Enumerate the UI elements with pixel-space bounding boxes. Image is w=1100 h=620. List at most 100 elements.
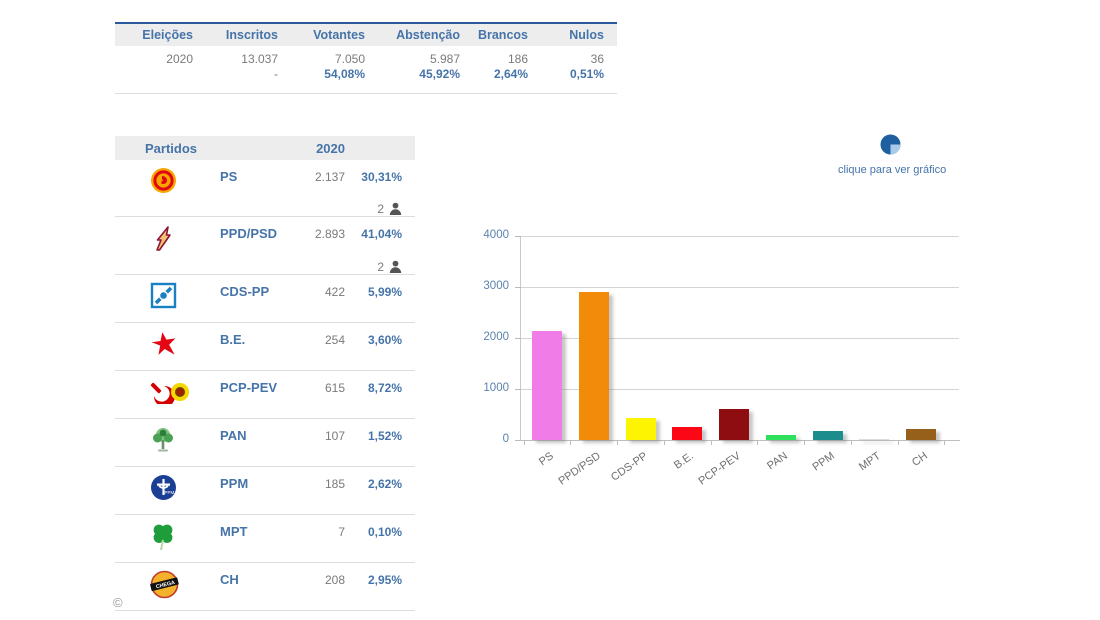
summary-col-header: Nulos <box>569 28 604 42</box>
parties-header-label: Partidos <box>145 140 198 156</box>
party-votes: 7 <box>338 525 345 539</box>
party-name: PPM <box>220 476 249 491</box>
votes-bar-chart: 0 1000 2000 3000 4000 PS PPD/PSD CDS-PP B.E. PCP-… <box>483 229 960 488</box>
party-votes: 422 <box>324 285 345 299</box>
party-mandates: 2 <box>305 257 402 274</box>
summary-count-value: 7.050 <box>334 51 365 66</box>
mandates-count: 2 <box>377 260 384 274</box>
y-axis-label: 3000 <box>483 280 509 292</box>
mandate-person-icon <box>384 202 402 216</box>
gridline <box>521 338 959 339</box>
party-votes: 254 <box>324 333 345 347</box>
x-axis-tick <box>710 440 712 445</box>
pcp-logo <box>115 378 220 418</box>
bar-PAN <box>765 435 796 440</box>
party-name: MPT <box>220 524 248 539</box>
party-row: PPM PPM 185 2,62% <box>115 467 415 515</box>
y-axis-label: 0 <box>502 433 509 445</box>
party-name: CH <box>220 572 239 587</box>
show-pie-chart-link[interactable]: clique para ver gráfico <box>838 134 947 176</box>
y-axis-label: 1000 <box>483 382 509 394</box>
party-percent: 2,62% <box>367 477 402 491</box>
summary-col-header: Brancos <box>477 28 528 42</box>
x-axis-tick <box>804 440 805 445</box>
summary-percent-value: - <box>274 66 278 81</box>
x-axis-tick <box>570 440 572 445</box>
party-row: PS 2.137 30,31% 2 <box>115 160 415 217</box>
party-name: PS <box>220 169 238 184</box>
party-mandates: 2 <box>305 199 402 216</box>
bar-CH <box>906 429 936 440</box>
summary-col-header: Eleições <box>142 28 193 42</box>
party-percent: 2,95% <box>367 573 402 587</box>
gridline <box>521 389 959 390</box>
ppm-logo: PPM <box>115 474 220 514</box>
copyright-mark: © <box>113 595 123 610</box>
party-name: PAN <box>220 428 247 443</box>
x-axis-line <box>520 440 960 441</box>
summary-table: Eleições Inscritos Votantes Abstenção Branco… <box>115 22 617 94</box>
mandate-person-icon <box>384 260 402 274</box>
party-name: PCP-PEV <box>220 380 278 395</box>
party-row: CDS-PP 422 5,99% <box>115 275 415 323</box>
party-percent: 0,10% <box>367 525 402 539</box>
party-name: PPD/PSD <box>220 226 278 241</box>
summary-percent-value: 45,92% <box>419 66 460 81</box>
y-axis-label: 2000 <box>483 331 509 343</box>
chega-logo: CHEGA <box>115 570 220 610</box>
x-axis-tick <box>617 440 618 445</box>
x-axis-tick <box>757 440 759 445</box>
y-axis-label: 4000 <box>483 229 509 241</box>
summary-count-value: 36 <box>590 51 604 66</box>
x-axis-tick <box>897 440 899 445</box>
summary-percent-value: 0,51% <box>569 66 604 81</box>
bar-PPD/PSD <box>578 292 609 440</box>
summary-count-value: 5.987 <box>429 51 460 66</box>
party-row: PPD/PSD 2.893 41,04% 2 <box>115 217 415 275</box>
summary-count-value: 186 <box>507 51 528 66</box>
party-row: CHEGA CH 208 2,95% <box>115 563 415 611</box>
pie-chart-icon[interactable] <box>880 134 901 159</box>
summary-header-row: Eleições Inscritos Votantes Abstenção Branco… <box>115 22 617 46</box>
party-name: B.E. <box>220 332 246 347</box>
party-percent: 41,04% <box>361 227 402 241</box>
y-axis-tick <box>515 287 521 288</box>
summary-count-value: 2020 <box>166 51 193 66</box>
bar-PPM <box>812 431 843 440</box>
party-votes: 2.893 <box>314 227 345 241</box>
bar-B.E. <box>672 427 703 440</box>
party-row: B.E. 254 3,60% <box>115 323 415 371</box>
chart-link-caption[interactable]: clique para ver gráfico <box>838 164 947 176</box>
party-percent: 5,99% <box>367 285 402 299</box>
bar-PS <box>532 331 562 440</box>
summary-percent-value: 54,08% <box>324 66 365 81</box>
x-axis-tick <box>663 440 665 445</box>
ps-logo <box>115 167 220 199</box>
summary-count-value: 13.037 <box>241 51 278 66</box>
bar-MPT <box>859 439 890 440</box>
parties-table: Partidos 2020 PS 2.137 30,31% 2 PPD/PSD 2.893… <box>115 136 415 611</box>
summary-col-header: Votantes <box>313 28 365 42</box>
y-axis-tick <box>515 236 521 237</box>
bar-PCP-PEV <box>719 409 749 440</box>
summary-percent-value: 2,64% <box>493 66 528 81</box>
party-percent: 1,52% <box>367 429 402 443</box>
party-votes: 208 <box>324 573 345 587</box>
mpt-logo <box>115 522 220 562</box>
gridline <box>521 287 959 288</box>
gridline <box>521 236 959 237</box>
y-axis-tick <box>515 389 521 390</box>
cds-logo <box>115 282 220 322</box>
party-votes: 185 <box>324 477 345 491</box>
y-axis-tick <box>515 338 521 339</box>
party-votes: 615 <box>324 381 345 395</box>
psd-logo <box>115 224 220 257</box>
be-logo <box>115 330 220 370</box>
summary-col-header: Inscritos <box>225 28 278 42</box>
summary-col-header: Abstenção <box>396 28 460 42</box>
x-axis-tick <box>850 440 852 445</box>
svg-text:CHEGA: CHEGA <box>155 580 175 591</box>
party-row: MPT 7 0,10% <box>115 515 415 563</box>
x-axis-tick <box>523 440 525 445</box>
svg-text:PPM: PPM <box>165 490 175 495</box>
